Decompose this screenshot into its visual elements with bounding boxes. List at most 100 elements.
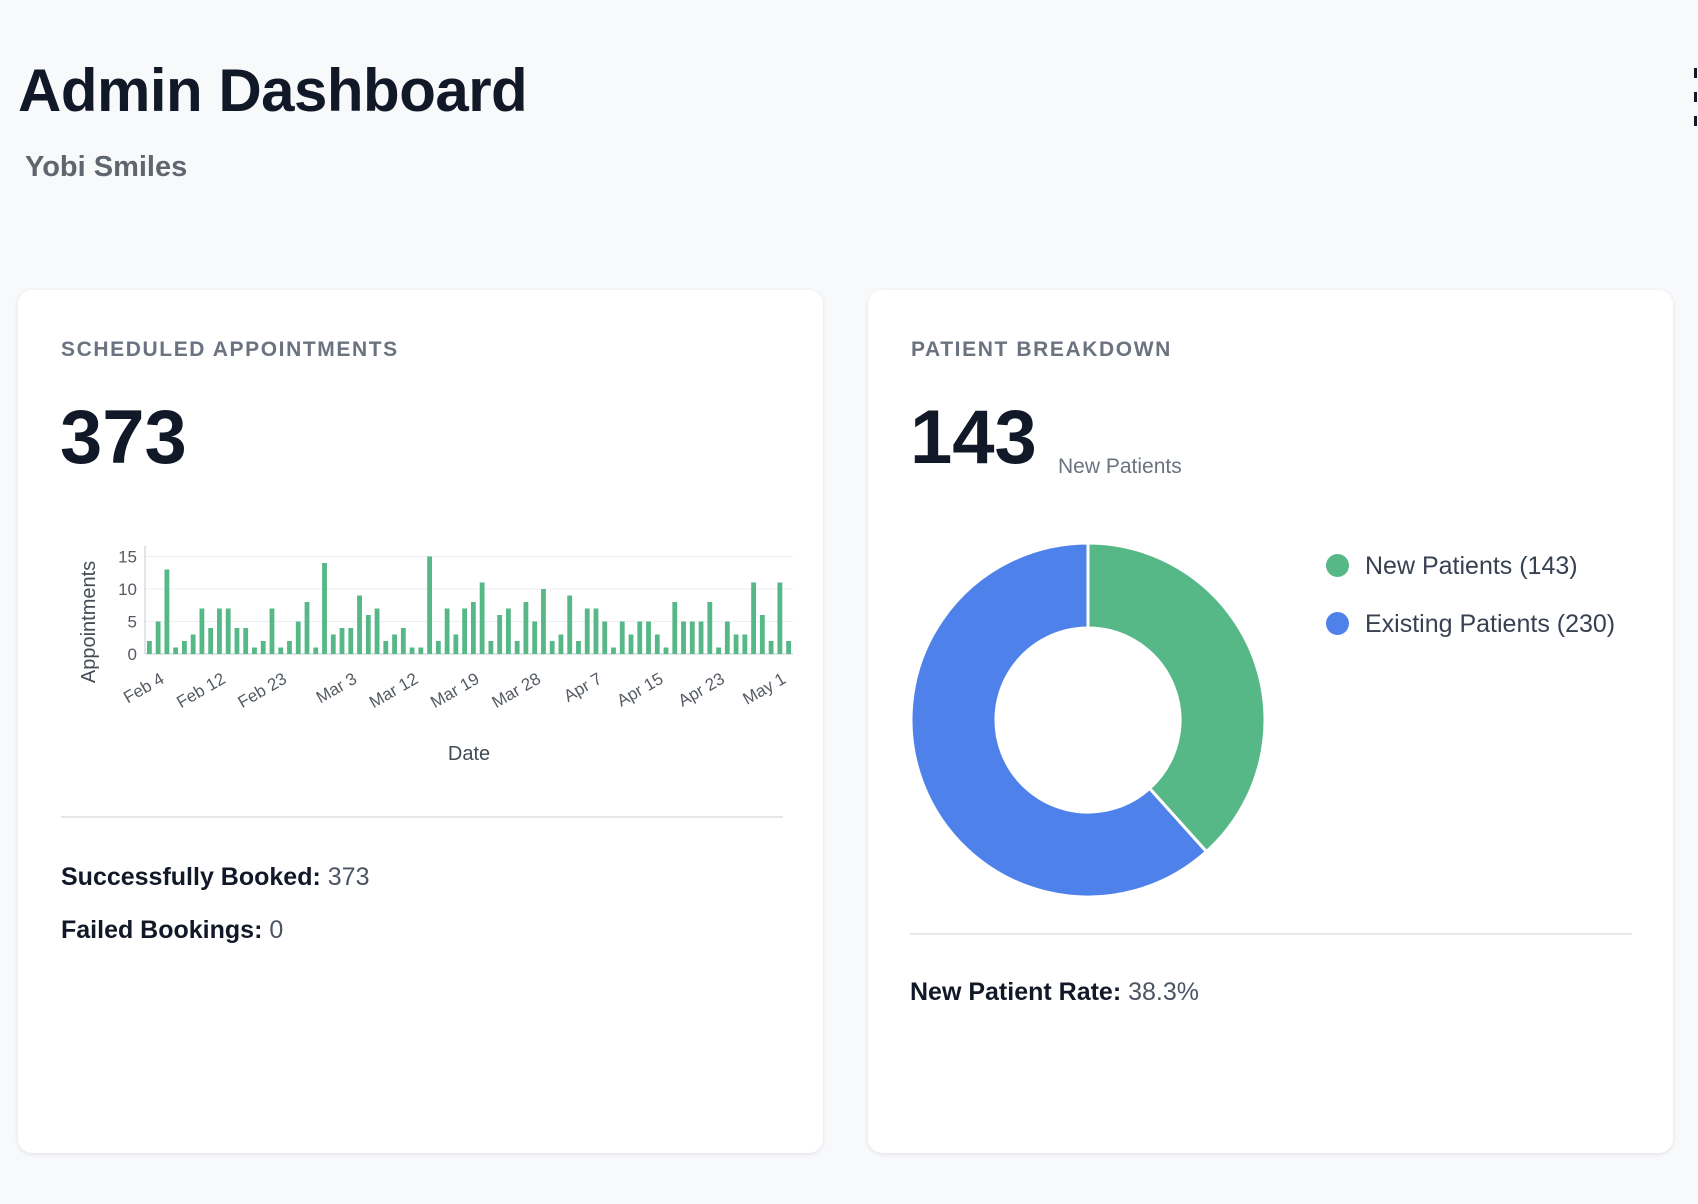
y-tick-label: 15	[118, 548, 137, 567]
chart-bar	[278, 647, 284, 654]
chart-bar	[532, 621, 538, 654]
legend-label: Existing Patients (230)	[1365, 610, 1616, 638]
x-tick-label: Feb 12	[173, 669, 228, 712]
x-tick-label: Feb 4	[120, 669, 167, 707]
chart-bar	[759, 615, 765, 654]
chart-bar	[646, 621, 651, 654]
x-tick-label: Mar 3	[313, 669, 360, 707]
chart-bar	[400, 628, 406, 654]
chart-bar	[252, 647, 257, 654]
chart-bar	[295, 621, 301, 654]
chart-bar	[541, 589, 546, 654]
donut-slice	[909, 541, 1209, 899]
chart-bar	[549, 641, 555, 654]
patient-breakdown-card: PATIENT BREAKDOWN 143 New Patients New P…	[868, 290, 1673, 1153]
chart-bar	[470, 602, 476, 654]
stat-key: New Patient Rate:	[910, 978, 1122, 1006]
chart-bar	[654, 634, 660, 654]
x-tick-label: Apr 23	[675, 669, 728, 711]
chart-bar	[146, 641, 152, 654]
chart-bar	[287, 641, 292, 654]
x-tick-label: Apr 15	[614, 669, 667, 711]
x-axis-title: Date	[448, 743, 490, 765]
x-tick-label: Mar 28	[489, 669, 544, 712]
page-header: Admin Dashboard Yobi Smiles	[18, 56, 528, 184]
card-label: PATIENT BREAKDOWN	[911, 338, 1172, 361]
chart-bar	[584, 608, 590, 654]
chart-bar	[742, 634, 748, 654]
chart-bar	[637, 621, 643, 654]
legend-label: New Patients (143)	[1365, 552, 1578, 580]
chart-bar	[733, 634, 739, 654]
donut-slice	[1086, 541, 1267, 854]
chart-bar	[330, 634, 336, 654]
chart-bar	[339, 628, 345, 654]
patient-donut-svg	[909, 541, 1267, 899]
chart-bar	[602, 621, 608, 654]
chart-bar	[672, 602, 678, 654]
x-tick-label: May 1	[740, 669, 790, 709]
chart-legend: New Patients (143) Existing Patients (23…	[1326, 547, 1656, 663]
chart-bar	[155, 621, 161, 654]
chart-bar	[751, 582, 757, 654]
chart-bar	[217, 608, 222, 654]
chart-bar	[681, 621, 686, 654]
legend-dot-icon	[1326, 554, 1349, 577]
y-tick-label: 5	[128, 613, 137, 632]
chart-bar	[392, 634, 397, 654]
failed-bookings-stat: Failed Bookings: 0	[61, 916, 283, 945]
chart-bar	[234, 628, 240, 654]
successful-bookings-stat: Successfully Booked: 373	[61, 863, 369, 892]
stat-value: 38.3%	[1128, 978, 1200, 1006]
chart-bar	[567, 595, 573, 654]
legend-dot-icon	[1326, 612, 1349, 635]
edge-scroll-indicator	[1694, 68, 1698, 158]
chart-bar	[348, 628, 354, 654]
x-tick-label: Apr 7	[561, 669, 606, 706]
chart-bar	[260, 641, 266, 654]
chart-bar	[488, 641, 494, 654]
chart-bar	[576, 641, 581, 654]
chart-bar	[444, 608, 450, 654]
chart-bar	[558, 634, 564, 654]
card-label: SCHEDULED APPOINTMENTS	[61, 338, 399, 361]
chart-bar	[523, 602, 529, 654]
chart-bar	[374, 608, 380, 654]
chart-bar	[383, 641, 389, 654]
legend-item-new-patients[interactable]: New Patients (143)	[1326, 547, 1656, 585]
chart-bar	[505, 608, 511, 654]
stat-key: Successfully Booked:	[61, 863, 321, 891]
chart-bar	[409, 647, 415, 654]
x-tick-label: Mar 19	[427, 669, 482, 712]
legend-item-existing-patients[interactable]: Existing Patients (230)	[1326, 605, 1656, 643]
practice-name: Yobi Smiles	[25, 151, 188, 183]
chart-bar	[357, 595, 362, 654]
chart-bar	[173, 647, 179, 654]
chart-bar	[225, 608, 231, 654]
chart-bar	[427, 556, 433, 654]
new-patient-rate-stat: New Patient Rate: 38.3%	[910, 978, 1199, 1007]
chart-bar	[418, 647, 424, 654]
chart-bar	[716, 647, 721, 654]
card-divider	[61, 816, 783, 818]
card-divider	[910, 933, 1632, 935]
chart-bar	[208, 628, 214, 654]
chart-bar	[313, 647, 319, 654]
page-title: Admin Dashboard	[18, 57, 528, 124]
chart-bar	[190, 634, 196, 654]
x-tick-label: Mar 12	[366, 669, 421, 712]
appointments-bar-chart: 0 5 10 15 Feb 4 Feb 12 Feb 23 Mar 3 Mar 12 Mar 19…	[78, 546, 793, 765]
chart-bar	[365, 615, 371, 654]
chart-bar	[724, 621, 730, 654]
scheduled-appointments-card: SCHEDULED APPOINTMENTS 373 0 5 10 15 Feb 4 Fe…	[18, 290, 823, 1153]
new-patients-total: 143	[910, 395, 1037, 480]
x-tick-label: Feb 23	[235, 669, 290, 712]
stat-value: 373	[327, 863, 370, 891]
chart-bar	[479, 582, 485, 654]
chart-bar	[611, 647, 616, 654]
chart-bar	[786, 641, 792, 654]
patient-donut-chart	[908, 540, 1268, 900]
chart-bar	[619, 621, 625, 654]
chart-bar	[304, 602, 310, 654]
chart-bar	[689, 621, 695, 654]
